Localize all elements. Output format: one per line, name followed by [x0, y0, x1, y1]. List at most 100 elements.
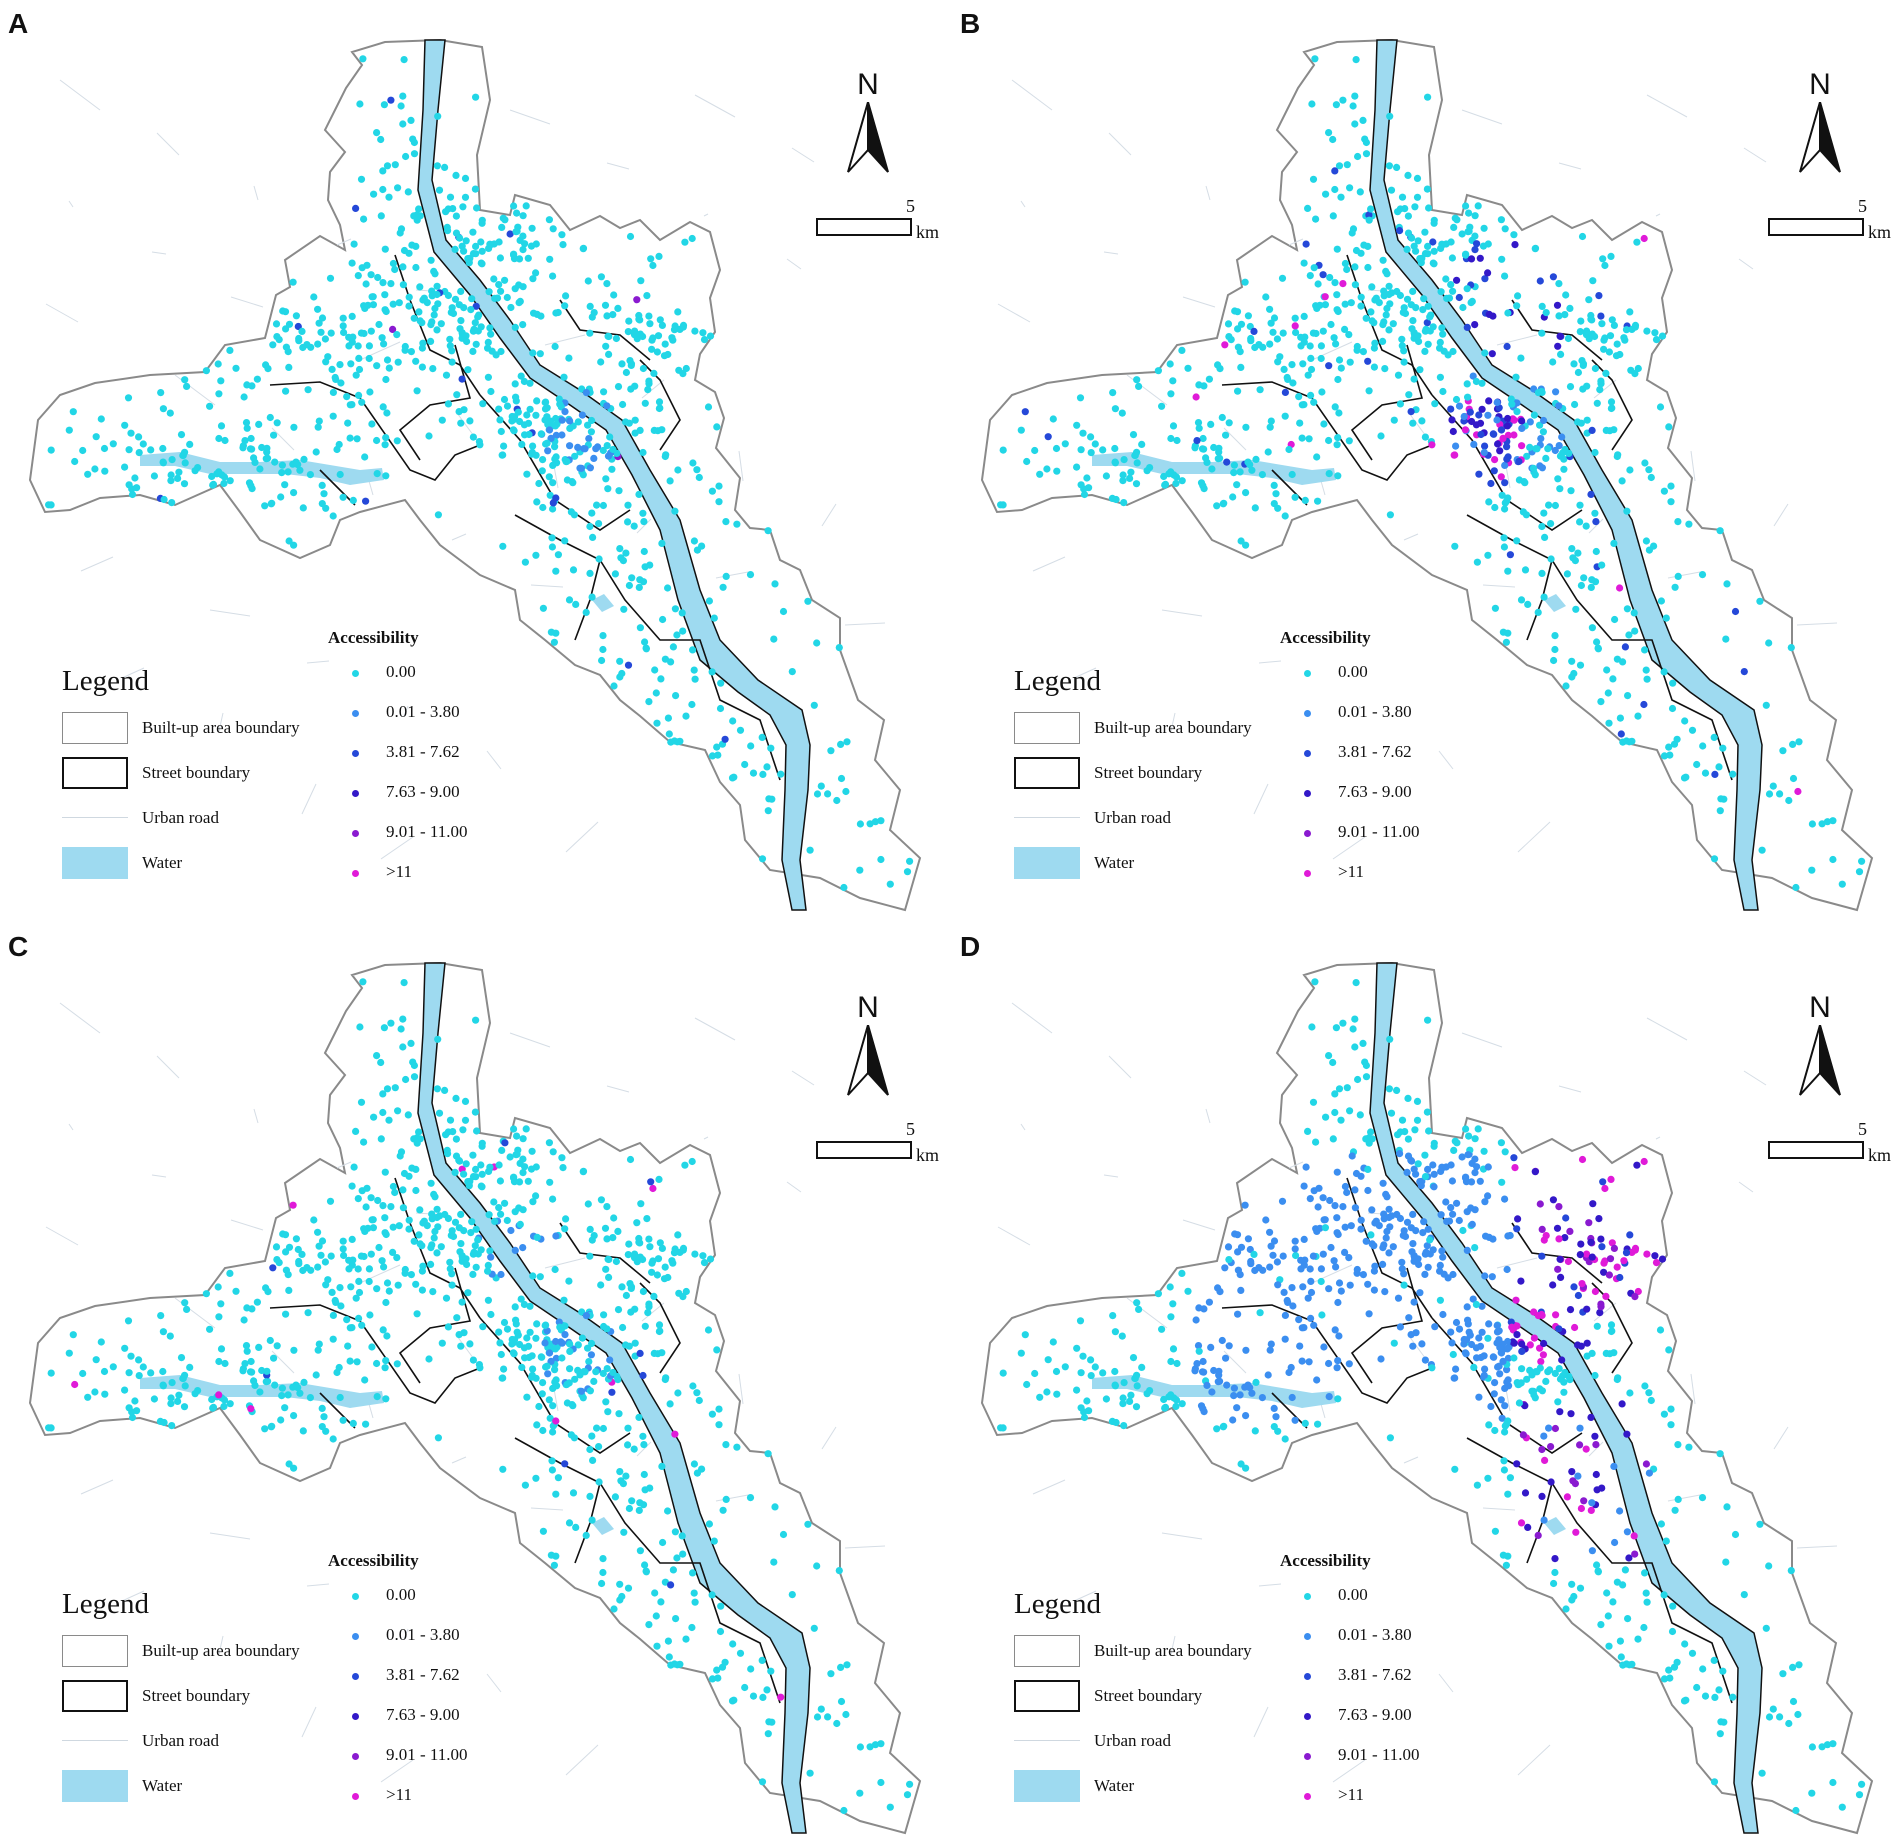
facility-point — [1688, 1649, 1697, 1657]
facility-point — [497, 427, 505, 436]
facility-point — [433, 326, 441, 334]
facility-point — [1111, 1382, 1119, 1390]
facility-point — [1362, 150, 1371, 158]
urban-road — [121, 1590, 145, 1602]
urban-road — [1108, 132, 1132, 156]
facility-point — [551, 1345, 560, 1353]
facility-point — [1351, 1204, 1359, 1212]
facility-point — [1596, 1309, 1604, 1317]
facility-point — [400, 1169, 409, 1178]
facility-point — [1600, 1268, 1608, 1276]
facility-point — [472, 1165, 480, 1173]
facility-point — [133, 1407, 141, 1415]
facility-point — [429, 1288, 437, 1296]
urban-road — [1517, 821, 1551, 853]
facility-point — [1577, 1504, 1585, 1513]
facility-point — [633, 296, 641, 304]
facility-point — [1408, 325, 1416, 333]
facility-point — [92, 433, 100, 441]
facility-point — [1450, 1146, 1458, 1154]
facility-point — [688, 1623, 696, 1632]
facility-point — [375, 1243, 383, 1252]
facility-point — [1555, 402, 1563, 410]
facility-point — [1429, 1246, 1437, 1254]
facility-point — [396, 1152, 404, 1160]
facility-point — [1396, 400, 1404, 408]
facility-point — [1710, 855, 1719, 863]
facility-point — [1291, 493, 1299, 501]
facility-point — [1538, 329, 1546, 337]
facility-point — [1448, 254, 1456, 262]
facility-point — [503, 402, 512, 410]
facility-point — [708, 1675, 717, 1683]
facility-point — [202, 1290, 210, 1298]
facility-point — [109, 1363, 117, 1371]
facility-point — [628, 574, 636, 582]
facility-point — [1634, 364, 1642, 373]
facility-point — [1484, 1334, 1492, 1342]
facility-point — [729, 717, 737, 725]
facility-point — [856, 1789, 864, 1797]
facility-point — [1167, 1357, 1175, 1366]
facility-point — [645, 1300, 653, 1308]
facility-point — [1642, 537, 1650, 545]
facility-point — [1382, 267, 1390, 275]
facility-point — [1407, 1224, 1415, 1232]
facility-point — [217, 422, 226, 430]
facility-point — [329, 412, 337, 420]
facility-point — [292, 1235, 300, 1243]
facility-point — [1021, 1331, 1029, 1339]
facility-point — [764, 807, 772, 815]
facility-point — [1508, 1323, 1516, 1331]
facility-point — [700, 1259, 709, 1267]
facility-point — [524, 1177, 532, 1185]
facility-point — [471, 185, 479, 193]
accessibility-legend-title: Accessibility — [328, 628, 419, 647]
facility-point — [1339, 280, 1347, 288]
facility-point — [1306, 342, 1314, 350]
facility-point — [434, 1035, 442, 1043]
facility-point — [299, 504, 307, 512]
river — [417, 39, 811, 911]
facility-point — [770, 635, 778, 643]
facility-point — [1501, 225, 1509, 233]
facility-point — [1077, 1369, 1085, 1377]
facility-point — [1591, 1287, 1599, 1296]
lake — [592, 1517, 614, 1535]
facility-point — [451, 1218, 460, 1226]
facility-point — [321, 335, 329, 343]
facility-point — [592, 445, 600, 453]
facility-point — [1409, 287, 1417, 295]
facility-point — [389, 259, 397, 268]
facility-point — [646, 561, 654, 569]
facility-point — [765, 795, 773, 803]
facility-point — [1310, 1187, 1318, 1195]
facility-point — [166, 409, 174, 417]
facility-point — [645, 698, 653, 706]
facility-point — [1583, 382, 1591, 390]
facility-point — [1382, 311, 1390, 319]
facility-point — [1412, 1170, 1420, 1178]
facility-point — [1302, 240, 1310, 248]
accessibility-class-label: 9.01 - 11.00 — [1338, 822, 1420, 841]
facility-point — [355, 1314, 363, 1322]
facility-point — [1474, 1125, 1482, 1133]
legend-item-road: Urban road — [1014, 802, 1171, 847]
facility-point — [1624, 1615, 1632, 1623]
facility-point — [1458, 1153, 1466, 1161]
facility-point — [1577, 1342, 1585, 1350]
facility-point — [79, 1369, 87, 1378]
facility-point — [501, 276, 509, 284]
facility-point — [1126, 474, 1134, 482]
facility-point — [525, 1353, 533, 1362]
facility-point — [558, 431, 566, 439]
facility-point — [1601, 1257, 1609, 1265]
facility-point — [1351, 120, 1359, 128]
facility-point — [532, 411, 540, 419]
facility-point — [631, 1305, 639, 1313]
facility-point — [1077, 481, 1085, 489]
facility-point — [1574, 549, 1582, 557]
facility-point — [1598, 561, 1606, 569]
facility-point — [167, 471, 175, 479]
facility-point — [449, 205, 457, 213]
